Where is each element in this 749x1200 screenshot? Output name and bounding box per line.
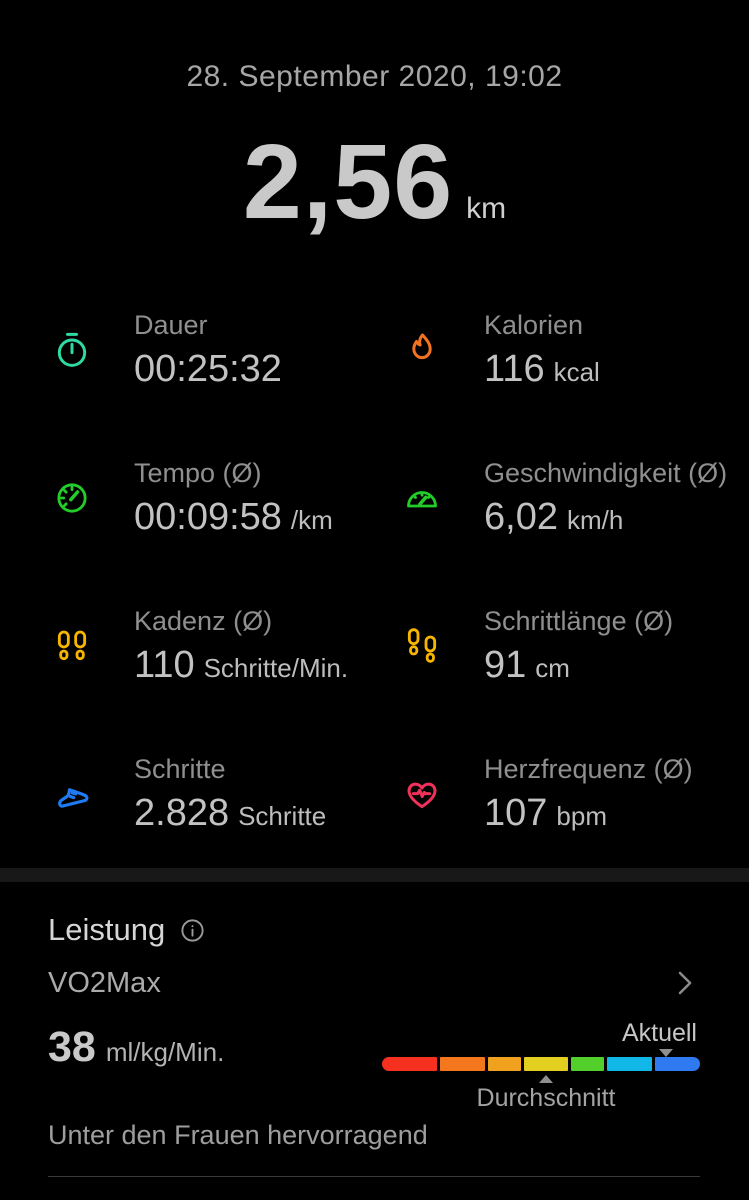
stat-unit: Schritte/Min. [203, 652, 349, 683]
workout-datetime: 28. September 2020, 19:02 [186, 60, 563, 93]
stat-unit: Schritte [238, 800, 327, 831]
footprints-icon [52, 626, 92, 666]
distance-summary: 2,56 km [0, 120, 749, 245]
stat-value: 116 [484, 347, 545, 390]
shoe-icon [52, 774, 92, 814]
scale-segment [607, 1057, 652, 1071]
chevron-right-icon[interactable] [668, 967, 700, 999]
stat-value: 110 [134, 643, 195, 686]
current-marker [659, 1049, 673, 1057]
stat-label: Dauer [134, 309, 208, 340]
stat-label: Tempo (Ø) [134, 457, 262, 488]
stat-value: 91 [484, 643, 527, 686]
stat-unit: km/h [566, 504, 624, 535]
stat-speed: Geschwindigkeit (Ø) 6,02 km/h [402, 424, 749, 572]
vo2max-scale: Aktuell Durchschnitt [382, 1020, 700, 1120]
average-marker [539, 1075, 553, 1083]
stat-value: 6,02 [484, 495, 558, 538]
heart-pulse-icon [402, 774, 442, 814]
stat-unit: kcal [553, 356, 600, 387]
vo2max-value: 38 [48, 1023, 96, 1071]
stat-unit: cm [535, 652, 570, 683]
stat-label: Schritte [134, 753, 226, 784]
stat-steps: Schritte 2.828 Schritte [52, 720, 402, 868]
stat-stride-length: Schrittlänge (Ø) 91 cm [402, 572, 749, 720]
stat-label: Kalorien [484, 309, 584, 340]
footprints-offset-icon [402, 626, 442, 666]
stat-label: Geschwindigkeit (Ø) [484, 457, 728, 488]
distance-unit: km [466, 192, 507, 225]
scale-segment [382, 1057, 437, 1071]
flame-icon [402, 330, 442, 370]
stat-unit: bpm [556, 800, 607, 831]
scale-segment [524, 1057, 568, 1071]
section-divider [0, 868, 749, 882]
vo2max-assessment: Unter den Frauen hervorragend [48, 1120, 428, 1150]
vo2max-label: VO2Max [48, 966, 161, 999]
gauge-circle-icon [52, 478, 92, 518]
bottom-divider [48, 1176, 700, 1177]
stat-value: 2.828 [134, 791, 230, 834]
stat-label: Herzfrequenz (Ø) [484, 753, 693, 784]
vo2max-value-row: 38 ml/kg/Min. [48, 1023, 225, 1071]
scale-segment [488, 1057, 521, 1071]
distance-value: 2,56 [242, 123, 454, 241]
scale-segment [571, 1057, 604, 1071]
vo2max-unit: ml/kg/Min. [105, 1037, 225, 1067]
stopwatch-icon [52, 330, 92, 370]
performance-section-header: Leistung [48, 912, 206, 948]
stat-calories: Kalorien 116 kcal [402, 276, 749, 424]
vo2max-row[interactable]: VO2Max [48, 962, 700, 1004]
average-label: Durchschnitt [476, 1084, 616, 1112]
info-icon[interactable] [179, 917, 206, 944]
stat-duration: Dauer 00:25:32 [52, 276, 402, 424]
stat-value: 00:25:32 [134, 347, 282, 390]
performance-title: Leistung [48, 912, 166, 947]
scale-segment [655, 1057, 700, 1071]
stat-value: 00:09:58 [134, 495, 282, 538]
scale-segment [440, 1057, 485, 1071]
stat-label: Kadenz (Ø) [134, 605, 273, 636]
vo2max-scale-bar [382, 1057, 700, 1071]
stat-label: Schrittlänge (Ø) [484, 605, 674, 636]
stat-heart-rate: Herzfrequenz (Ø) 107 bpm [402, 720, 749, 868]
stat-unit: /km [290, 504, 333, 535]
stat-cadence: Kadenz (Ø) 110 Schritte/Min. [52, 572, 402, 720]
stat-pace: Tempo (Ø) 00:09:58 /km [52, 424, 402, 572]
stat-value: 107 [484, 791, 548, 834]
gauge-half-icon [402, 478, 442, 518]
stats-grid: Dauer 00:25:32 Kalorien 116 kcal [52, 276, 749, 868]
current-label: Aktuell [621, 1019, 697, 1047]
